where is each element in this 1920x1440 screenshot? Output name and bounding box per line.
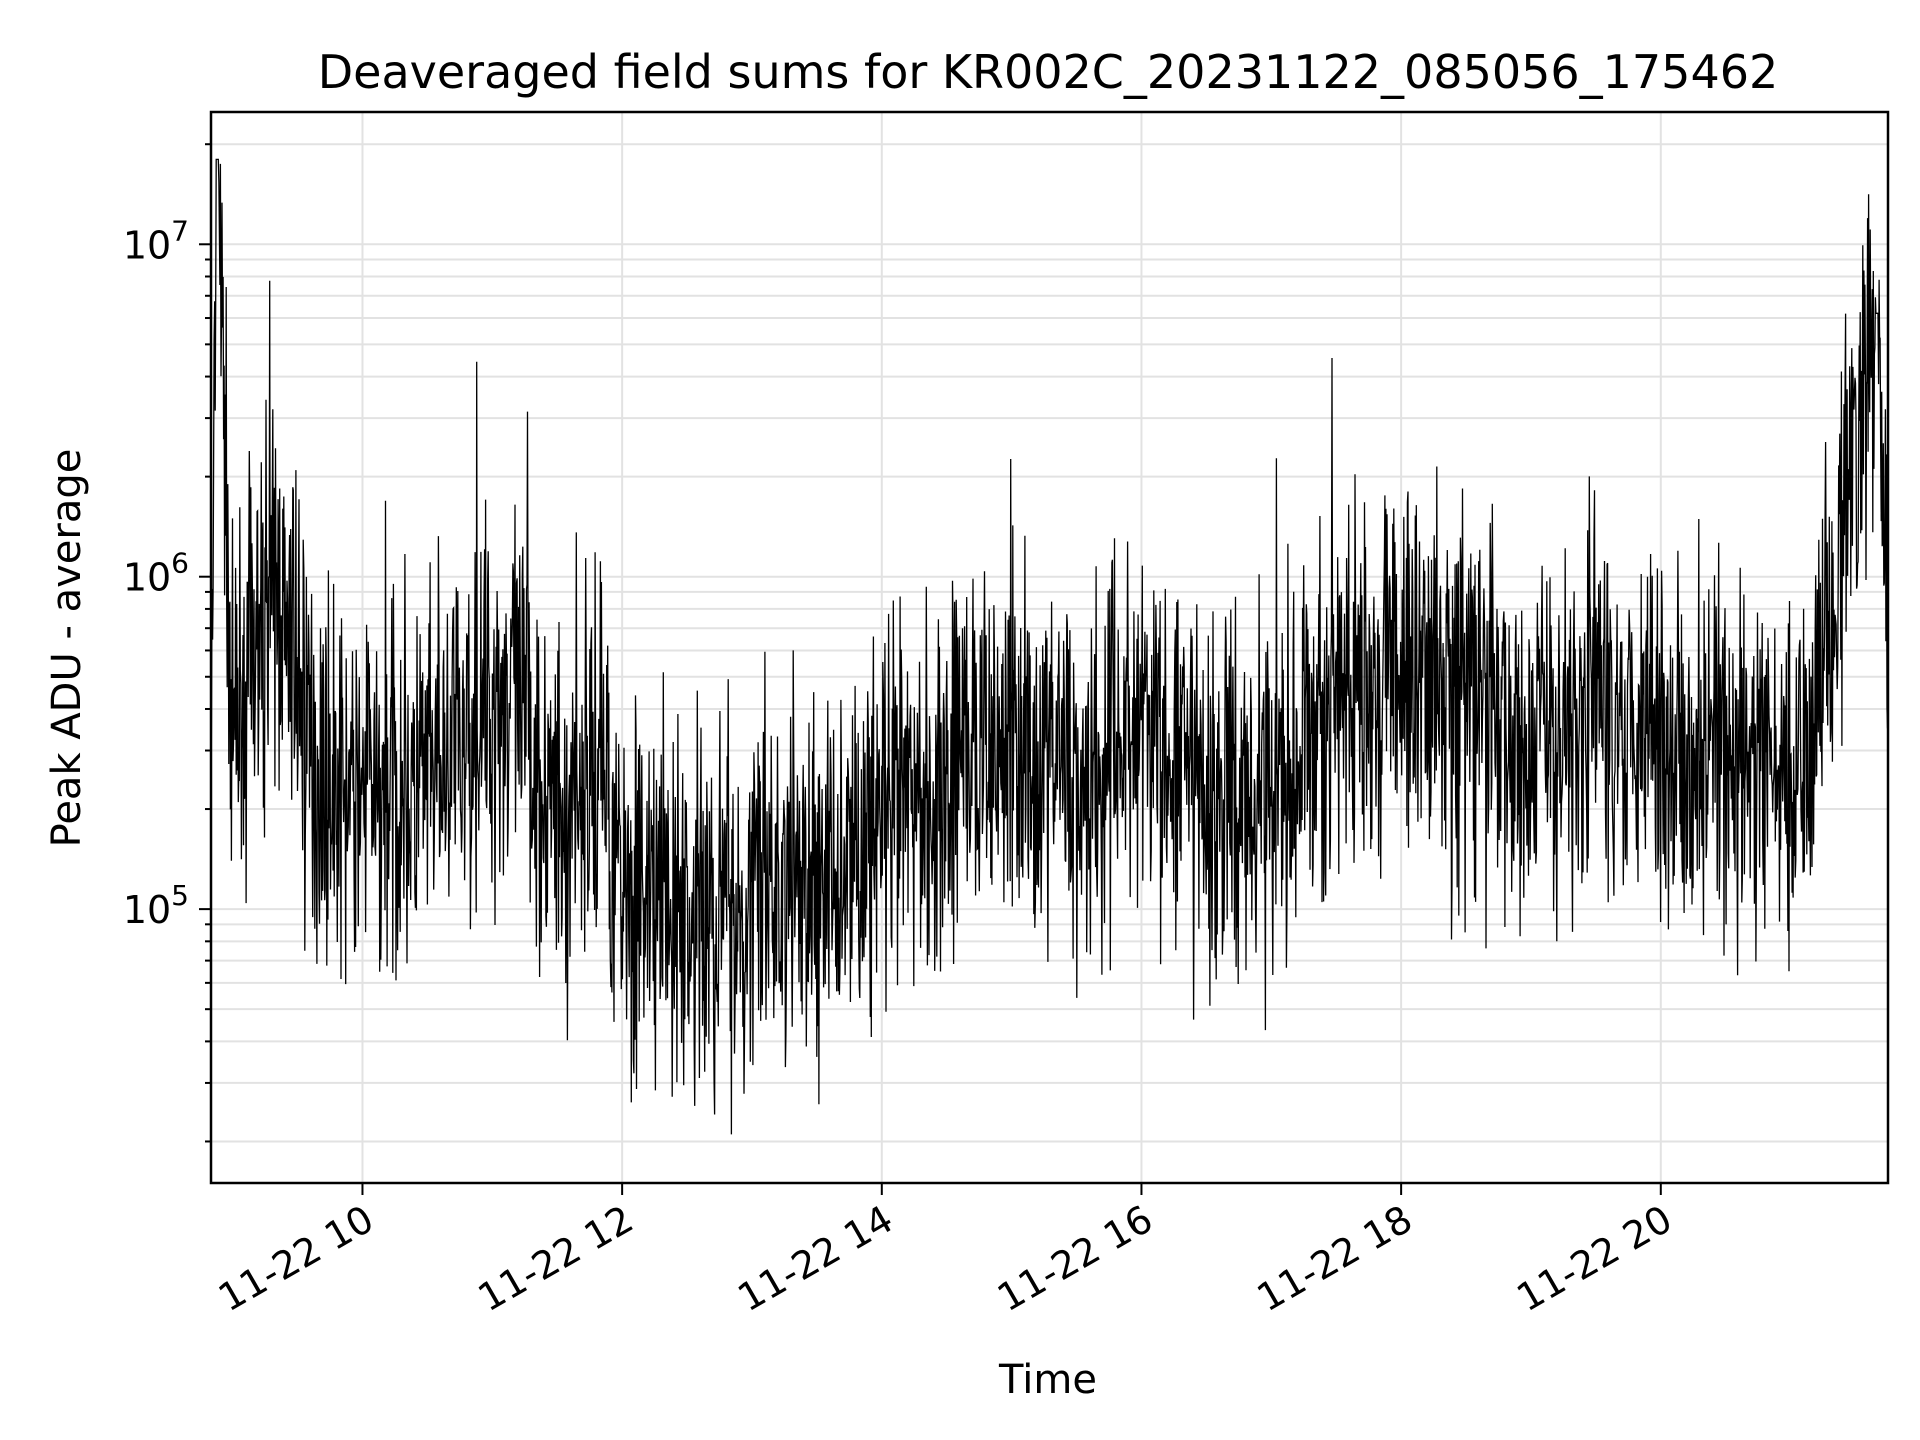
x-tick-label: 11-22 12 [471,1197,641,1321]
x-axis: 11-22 10 11-22 12 11-22 14 11-22 16 11-22 18… [211,1183,1679,1320]
chart-title: Deaveraged field sums for KR002C_2023112… [318,45,1779,99]
y-axis-label: Peak ADU - average [44,449,90,848]
x-tick-label: 11-22 14 [730,1197,900,1321]
y-tick-label: 106 [123,547,189,600]
y-tick-label: 107 [123,214,189,267]
y-tick-label: 105 [123,879,189,932]
grid [211,112,1888,1183]
x-tick-label: 11-22 20 [1509,1197,1679,1321]
x-tick-label: 11-22 10 [211,1197,381,1321]
y-axis: 105 106 107 [123,143,211,1143]
x-tick-label: 11-22 18 [1250,1197,1420,1321]
x-tick-label: 11-22 16 [990,1197,1160,1321]
x-axis-label: Time [998,1357,1097,1403]
plot-frame [209,110,1890,1185]
series-line [210,158,1889,1135]
